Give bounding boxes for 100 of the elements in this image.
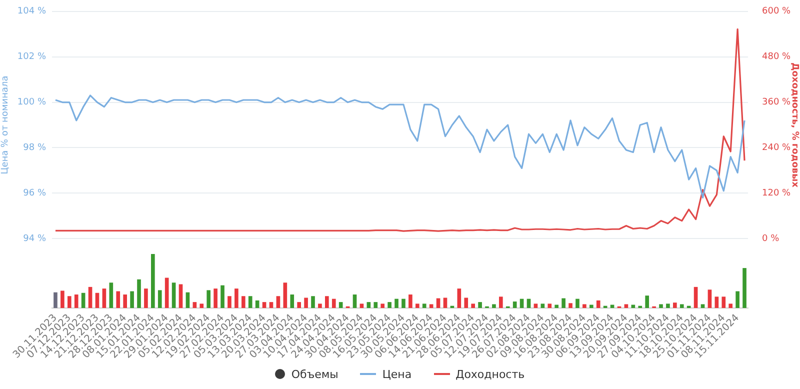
bar <box>360 304 364 308</box>
bar <box>562 298 566 308</box>
bar <box>673 302 677 308</box>
bar <box>700 304 705 308</box>
bar <box>408 294 412 308</box>
bar <box>60 290 64 308</box>
y2-tick-label: 360 % <box>762 98 792 108</box>
bar <box>554 304 559 308</box>
bar <box>318 304 322 308</box>
bar <box>332 298 336 308</box>
y2-tick-label: 600 % <box>762 6 792 17</box>
bar <box>464 298 468 308</box>
bar <box>228 296 232 308</box>
y2-axis-title: Доходность, % годовых <box>789 62 800 188</box>
bar <box>568 303 572 308</box>
bar <box>283 282 288 308</box>
bar <box>200 304 204 308</box>
bar <box>429 304 434 308</box>
bar <box>512 302 517 308</box>
bar <box>241 296 246 308</box>
bar <box>123 294 127 308</box>
legend-label: Цена <box>382 368 412 380</box>
bar <box>172 282 176 308</box>
bar <box>394 298 398 308</box>
bar <box>582 304 586 308</box>
bar <box>137 279 141 308</box>
bar <box>130 291 134 308</box>
bar <box>158 290 162 308</box>
bar <box>88 286 92 308</box>
bar <box>290 294 294 308</box>
y-tick-label: 98 % <box>23 143 46 154</box>
bar <box>471 304 475 308</box>
bar <box>151 254 155 308</box>
bar <box>54 292 58 308</box>
bar <box>694 286 698 308</box>
bar <box>325 296 329 308</box>
bar <box>422 304 426 308</box>
bar <box>548 304 552 308</box>
bar <box>186 292 190 308</box>
bar <box>269 302 274 308</box>
y-tick-label: 94 % <box>23 234 46 244</box>
bar <box>214 288 218 308</box>
y-tick-label: 104 % <box>17 6 46 17</box>
legend-label: Доходность <box>456 368 525 380</box>
bar <box>366 302 371 308</box>
bar <box>645 296 649 308</box>
bar <box>374 302 378 308</box>
bar <box>659 304 663 308</box>
bar <box>116 291 120 308</box>
text: Объемы <box>291 368 338 380</box>
bar <box>380 304 385 308</box>
bar <box>276 296 280 308</box>
bar <box>178 284 183 308</box>
bar <box>728 304 733 308</box>
bar <box>708 290 712 308</box>
y2-tick-label: 480 % <box>762 52 792 62</box>
bar <box>255 300 260 308</box>
bar <box>192 302 197 308</box>
y2-tick-label: 240 % <box>762 143 792 154</box>
bar <box>540 304 545 308</box>
bar <box>67 296 72 308</box>
bar <box>262 302 266 308</box>
bar <box>109 282 114 308</box>
bar <box>714 296 719 308</box>
bar <box>402 298 406 308</box>
bar <box>742 268 746 308</box>
bar <box>478 302 482 308</box>
y2-tick-label: 0 % <box>762 234 780 244</box>
bar <box>576 298 580 308</box>
y-tick-label: 96 % <box>23 188 46 199</box>
bar <box>74 294 78 308</box>
bar <box>666 304 670 308</box>
bar <box>248 296 252 308</box>
bar <box>499 296 503 308</box>
bar <box>534 304 538 308</box>
bar <box>352 294 357 308</box>
bar <box>722 296 726 308</box>
bar <box>443 298 448 308</box>
bar <box>164 278 169 308</box>
bar <box>338 302 343 308</box>
y-tick-label: 102 % <box>17 52 46 62</box>
bar <box>624 304 628 308</box>
y-axis-title: Цена % от номинала <box>0 76 11 174</box>
bar <box>220 285 224 308</box>
bar <box>589 304 594 308</box>
bar <box>415 304 420 308</box>
bar <box>206 290 211 308</box>
bar <box>388 302 392 308</box>
bar <box>81 292 86 308</box>
bar <box>736 291 740 308</box>
bar <box>234 288 238 308</box>
y-tick-label: 100 % <box>17 98 46 108</box>
bar <box>492 304 496 308</box>
bar <box>297 302 301 308</box>
bar <box>102 288 106 308</box>
y2-tick-label: 120 % <box>762 188 792 199</box>
bar <box>457 288 462 308</box>
bar <box>144 288 148 308</box>
bar <box>95 292 100 308</box>
bar <box>304 298 308 308</box>
